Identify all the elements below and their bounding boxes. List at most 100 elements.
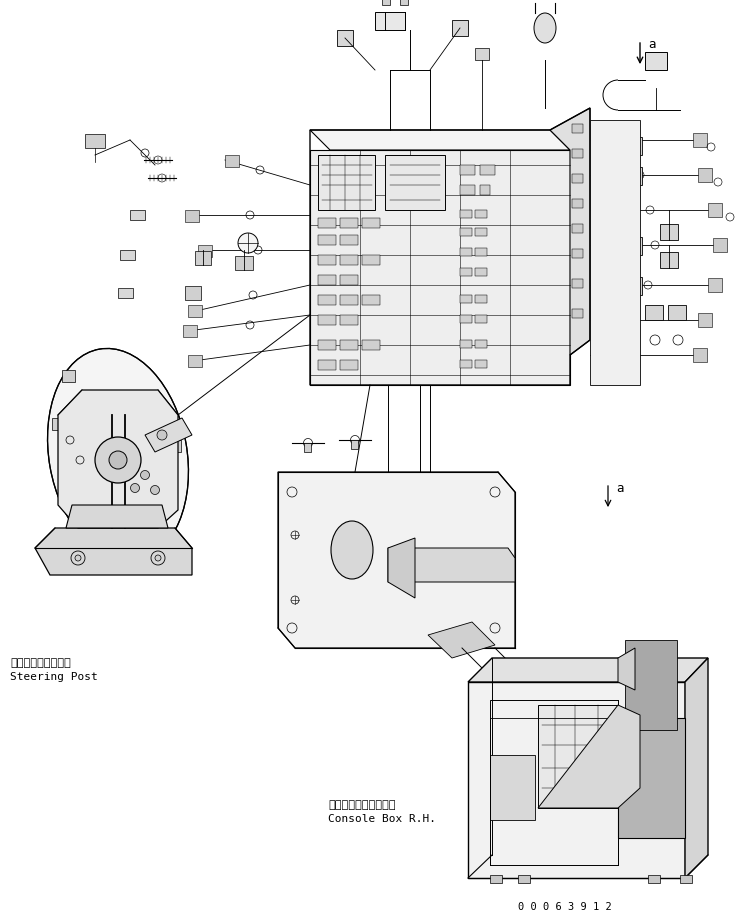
Bar — [572, 124, 583, 133]
Bar — [304, 443, 311, 452]
Text: コンソールボックス右: コンソールボックス右 — [328, 800, 396, 810]
Bar — [318, 315, 336, 325]
Polygon shape — [468, 682, 685, 878]
Bar — [648, 875, 660, 883]
Text: 0 0 0 6 3 9 1 2: 0 0 0 6 3 9 1 2 — [518, 902, 612, 912]
Polygon shape — [385, 155, 445, 210]
Bar — [382, 0, 390, 5]
Bar — [480, 185, 490, 195]
Bar — [340, 275, 358, 285]
Bar — [188, 355, 202, 367]
Bar — [188, 305, 202, 317]
Bar — [475, 360, 487, 368]
Bar — [52, 418, 65, 430]
Bar — [572, 174, 583, 183]
Text: Steering Post: Steering Post — [10, 672, 98, 682]
Bar — [620, 237, 642, 255]
Bar — [318, 360, 336, 370]
Bar — [318, 295, 336, 305]
Bar — [352, 440, 358, 449]
Bar — [475, 315, 487, 323]
Bar — [698, 313, 712, 327]
Bar — [680, 875, 692, 883]
Bar — [362, 218, 380, 228]
Bar — [693, 133, 707, 147]
Bar — [340, 315, 358, 325]
Bar — [620, 167, 642, 185]
Bar — [235, 256, 253, 270]
Bar — [620, 137, 642, 155]
Polygon shape — [145, 418, 192, 452]
Bar — [340, 340, 358, 350]
Bar — [480, 165, 495, 175]
Bar — [340, 295, 358, 305]
Bar — [475, 48, 489, 60]
Polygon shape — [388, 538, 415, 598]
Ellipse shape — [48, 349, 188, 561]
Bar — [340, 255, 358, 265]
Bar — [400, 0, 408, 5]
Bar — [572, 199, 583, 208]
Polygon shape — [538, 705, 640, 808]
Bar — [460, 210, 472, 218]
Bar — [340, 218, 358, 228]
Bar — [475, 268, 487, 276]
Bar — [645, 305, 663, 320]
Bar — [475, 210, 487, 218]
Bar — [225, 155, 239, 167]
Bar — [572, 149, 583, 158]
Polygon shape — [310, 150, 570, 385]
Bar — [318, 275, 336, 285]
Bar — [318, 340, 336, 350]
Bar — [518, 875, 530, 883]
Polygon shape — [685, 658, 708, 878]
Bar — [475, 228, 487, 236]
Bar — [130, 210, 145, 220]
Bar — [460, 268, 472, 276]
Ellipse shape — [534, 13, 556, 43]
Polygon shape — [468, 658, 708, 682]
Bar — [460, 185, 475, 195]
Bar — [693, 348, 707, 362]
Bar — [362, 255, 380, 265]
Polygon shape — [318, 155, 375, 210]
Text: a: a — [648, 39, 655, 52]
Bar — [120, 250, 135, 260]
Bar — [645, 52, 667, 70]
Bar — [620, 277, 642, 295]
Circle shape — [75, 555, 81, 561]
Bar — [475, 248, 487, 256]
Circle shape — [150, 485, 159, 495]
Bar — [198, 245, 212, 257]
Polygon shape — [618, 718, 685, 838]
Bar — [490, 875, 502, 883]
Bar — [460, 340, 472, 348]
Bar — [62, 370, 75, 382]
Bar — [340, 360, 358, 370]
Polygon shape — [310, 130, 570, 150]
Polygon shape — [388, 548, 515, 582]
Bar — [698, 168, 712, 182]
Bar — [375, 12, 405, 30]
Bar — [460, 228, 472, 236]
Bar — [340, 235, 358, 245]
Bar — [625, 640, 677, 730]
Polygon shape — [618, 648, 635, 690]
Bar — [185, 286, 201, 300]
Text: ステアリングポスト: ステアリングポスト — [10, 658, 71, 668]
Polygon shape — [590, 120, 640, 385]
Bar — [572, 224, 583, 233]
Circle shape — [109, 451, 127, 469]
Bar — [713, 238, 727, 252]
Text: a: a — [616, 482, 624, 495]
Bar — [475, 340, 487, 348]
Bar — [572, 309, 583, 318]
Bar — [660, 224, 678, 240]
Bar — [362, 340, 380, 350]
Bar — [460, 360, 472, 368]
Bar — [460, 165, 475, 175]
Bar — [195, 251, 211, 265]
Ellipse shape — [331, 521, 373, 579]
Bar — [572, 249, 583, 258]
Circle shape — [157, 430, 167, 440]
